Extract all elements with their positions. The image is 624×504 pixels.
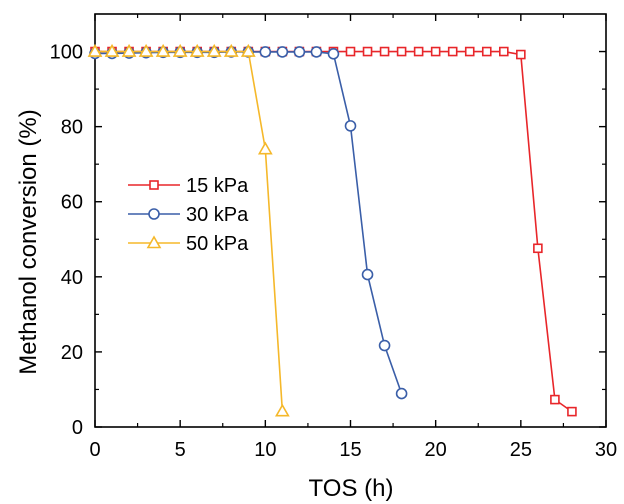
data-point: [240, 43, 256, 57]
x-tick-label: 0: [89, 439, 100, 461]
data-point: [516, 49, 526, 60]
data-point: [533, 243, 543, 254]
series-15-kpa: [90, 46, 577, 417]
data-point: [345, 46, 356, 57]
data-point: [206, 43, 222, 57]
legend-marker: [148, 208, 160, 220]
data-point: [464, 46, 475, 57]
x-tick-label: 25: [510, 439, 532, 461]
x-tick-label: 5: [175, 439, 186, 461]
data-point: [121, 43, 137, 57]
data-point: [276, 46, 289, 58]
data-point: [138, 43, 154, 57]
data-point: [274, 403, 290, 417]
data-point: [344, 120, 357, 132]
data-point: [293, 46, 306, 58]
y-tick-label: 60: [61, 192, 83, 214]
plot-frame: [94, 13, 607, 428]
data-point: [550, 394, 560, 405]
y-tick-label: 100: [50, 42, 83, 64]
legend-label: 30 kPa: [186, 204, 249, 226]
series-line: [95, 51, 403, 394]
data-point: [104, 43, 120, 57]
x-tick-label: 15: [339, 439, 361, 461]
legend-item: 50 kPa: [128, 233, 249, 255]
data-point: [259, 46, 272, 58]
data-point: [413, 46, 424, 57]
x-tick-label: 10: [254, 439, 276, 461]
data-point: [379, 46, 390, 57]
x-axis-label: TOS (h): [309, 475, 394, 502]
y-tick-label: 80: [61, 117, 83, 139]
data-point: [87, 43, 103, 57]
legend-label: 15 kPa: [186, 175, 249, 197]
data-point: [481, 46, 492, 57]
x-tick-label: 30: [595, 439, 617, 461]
data-point: [447, 46, 458, 57]
y-axis-label: Methanol conversion (%): [15, 109, 42, 374]
legend-item: 30 kPa: [128, 204, 249, 226]
data-point: [327, 47, 340, 60]
data-point: [310, 46, 323, 58]
series-line: [95, 50, 284, 412]
data-point: [172, 43, 188, 57]
data-point: [361, 268, 374, 281]
legend-marker: [146, 235, 162, 249]
legend-label: 50 kPa: [186, 233, 249, 255]
data-point: [362, 46, 373, 57]
y-tick-label: 20: [61, 342, 83, 364]
data-point: [223, 43, 239, 57]
data-point: [396, 46, 407, 57]
legend-marker: [149, 180, 159, 190]
data-point: [189, 43, 205, 57]
series-30-kpa: [89, 46, 408, 400]
x-tick-label: 20: [425, 439, 447, 461]
data-point: [155, 43, 171, 57]
series-line: [95, 50, 573, 413]
data-point: [395, 387, 408, 400]
series-50-kpa: [87, 43, 290, 417]
data-point: [498, 46, 509, 57]
y-tick-label: 40: [61, 267, 83, 289]
data-point: [378, 339, 391, 352]
data-point: [567, 406, 577, 417]
legend-item: 15 kPa: [128, 175, 249, 197]
y-tick-label: 0: [72, 417, 83, 439]
data-point: [257, 141, 273, 155]
data-point: [430, 46, 441, 57]
